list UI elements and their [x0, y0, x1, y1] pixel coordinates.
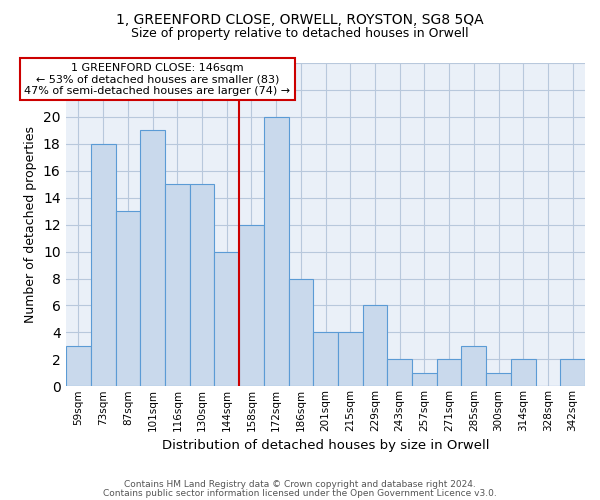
- Bar: [214, 252, 239, 386]
- Bar: [486, 373, 511, 386]
- Text: 1, GREENFORD CLOSE, ORWELL, ROYSTON, SG8 5QA: 1, GREENFORD CLOSE, ORWELL, ROYSTON, SG8…: [116, 12, 484, 26]
- Bar: [91, 144, 116, 386]
- X-axis label: Distribution of detached houses by size in Orwell: Distribution of detached houses by size …: [162, 440, 490, 452]
- Bar: [264, 117, 289, 386]
- Bar: [560, 360, 585, 386]
- Bar: [190, 184, 214, 386]
- Text: 1 GREENFORD CLOSE: 146sqm
← 53% of detached houses are smaller (83)
47% of semi-: 1 GREENFORD CLOSE: 146sqm ← 53% of detac…: [25, 62, 290, 96]
- Bar: [66, 346, 91, 387]
- Bar: [165, 184, 190, 386]
- Bar: [338, 332, 362, 386]
- Text: Contains HM Land Registry data © Crown copyright and database right 2024.: Contains HM Land Registry data © Crown c…: [124, 480, 476, 489]
- Text: Size of property relative to detached houses in Orwell: Size of property relative to detached ho…: [131, 28, 469, 40]
- Text: Contains public sector information licensed under the Open Government Licence v3: Contains public sector information licen…: [103, 488, 497, 498]
- Y-axis label: Number of detached properties: Number of detached properties: [24, 126, 37, 323]
- Bar: [313, 332, 338, 386]
- Bar: [289, 278, 313, 386]
- Bar: [388, 360, 412, 386]
- Bar: [437, 360, 461, 386]
- Bar: [116, 211, 140, 386]
- Bar: [239, 224, 264, 386]
- Bar: [461, 346, 486, 387]
- Bar: [362, 306, 388, 386]
- Bar: [412, 373, 437, 386]
- Bar: [140, 130, 165, 386]
- Bar: [511, 360, 536, 386]
